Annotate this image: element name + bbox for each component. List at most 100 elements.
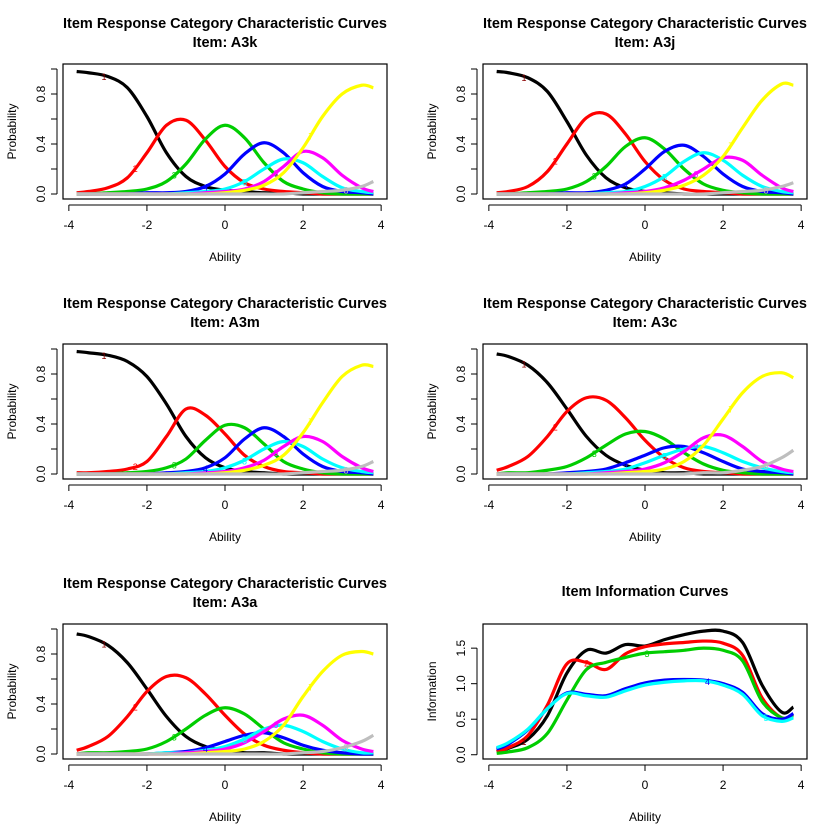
chart-panel: Item Response Category Characteristic Cu… <box>5 576 388 824</box>
curve-label: 1 <box>521 73 526 83</box>
curve-label: 5 <box>242 456 247 466</box>
y-tick-label: 0.4 <box>34 415 48 432</box>
curve-category-2 <box>76 117 374 196</box>
y-axis-label: Probability <box>5 383 19 439</box>
curve-category-1 <box>76 632 374 756</box>
x-tick-label: 4 <box>378 498 385 512</box>
curve-label: 6 <box>273 720 278 730</box>
curve-label: 4 <box>623 459 628 469</box>
curve-label: 2 <box>553 423 558 433</box>
x-tick-label: -4 <box>64 498 75 512</box>
y-axis-label: Information <box>425 661 439 721</box>
curve-label: 2 <box>133 164 138 174</box>
curve-label: 7 <box>308 131 313 141</box>
curve-label: 2 <box>584 658 589 668</box>
y-axis-label: Probability <box>425 103 439 159</box>
y-tick-label: 0.5 <box>454 711 468 728</box>
x-tick-label: -2 <box>142 218 153 232</box>
curve-category-3 <box>496 646 794 755</box>
plot-frame <box>482 343 808 480</box>
x-tick-label: -2 <box>562 778 573 792</box>
x-tick-label: 4 <box>798 218 805 232</box>
curve-label: 1 <box>101 640 106 650</box>
curve-label: 8 <box>764 461 769 471</box>
x-tick-label: -4 <box>484 218 495 232</box>
curve-category-8 <box>76 180 375 196</box>
x-tick-label: 0 <box>222 778 229 792</box>
curve-label: 5 <box>662 451 667 461</box>
plot-frame <box>62 623 388 760</box>
x-tick-label: 2 <box>720 778 727 792</box>
y-tick-label: 0.0 <box>454 185 468 202</box>
x-tick-label: -4 <box>64 218 75 232</box>
y-tick-label: 0.4 <box>34 695 48 712</box>
curve-category-1 <box>76 349 374 476</box>
curve-label: 4 <box>203 183 208 193</box>
curve-label: 3 <box>172 733 177 743</box>
curve-label: 3 <box>592 449 597 459</box>
curve-category-2 <box>496 111 794 196</box>
x-tick-label: 2 <box>300 778 307 792</box>
curve-label: 2 <box>133 462 138 472</box>
chart-title: Item Information Curves <box>562 584 729 600</box>
x-tick-label: -4 <box>64 778 75 792</box>
curve-category-2 <box>76 406 374 476</box>
x-axis-label: Ability <box>209 250 241 264</box>
plot-frame <box>62 63 388 200</box>
curve-label: 3 <box>592 172 597 182</box>
y-tick-label: 0.8 <box>454 365 468 382</box>
plot-frame <box>62 343 388 480</box>
curve-category-7 <box>496 371 795 476</box>
curve-label: 8 <box>344 466 349 476</box>
chart-subtitle: Item: A3j <box>615 35 676 51</box>
y-tick-label: 0.0 <box>34 745 48 762</box>
chart-title: Item Response Category Characteristic Cu… <box>483 16 807 32</box>
curve-label: 8 <box>764 186 769 196</box>
x-tick-label: 2 <box>720 498 727 512</box>
x-tick-label: 0 <box>222 498 229 512</box>
y-tick-label: 0.0 <box>454 465 468 482</box>
chart-panel: Item Response Category Characteristic Cu… <box>425 296 808 544</box>
y-tick-label: 1.5 <box>454 639 468 656</box>
chart-title: Item Response Category Characteristic Cu… <box>63 16 387 32</box>
x-tick-label: 4 <box>798 778 805 792</box>
curve-label: 1 <box>101 72 106 82</box>
y-tick-label: 0.4 <box>454 415 468 432</box>
curve-label: 6 <box>273 169 278 179</box>
curve-category-3 <box>76 123 374 196</box>
y-tick-label: 0.0 <box>34 185 48 202</box>
y-axis-label: Probability <box>425 383 439 439</box>
x-tick-label: 0 <box>642 498 649 512</box>
curve-category-8 <box>76 460 375 476</box>
x-tick-label: 4 <box>378 778 385 792</box>
curve-label: 8 <box>344 743 349 753</box>
curve-label: 4 <box>203 744 208 754</box>
curve-label: 4 <box>705 677 710 687</box>
y-tick-label: 0.8 <box>34 85 48 102</box>
chart-subtitle: Item: A3c <box>613 315 678 331</box>
x-axis-label: Ability <box>629 250 661 264</box>
curve-category-8 <box>76 733 375 756</box>
x-tick-label: 0 <box>222 218 229 232</box>
y-tick-label: 0.0 <box>454 746 468 763</box>
x-tick-label: 2 <box>300 498 307 512</box>
curve-label: 5 <box>242 735 247 745</box>
x-tick-label: -2 <box>142 778 153 792</box>
chart-panel: Item Response Category Characteristic Cu… <box>425 16 808 264</box>
curve-category-7 <box>76 83 374 196</box>
curve-label: 6 <box>693 170 698 180</box>
y-tick-label: 0.0 <box>34 465 48 482</box>
curve-category-3 <box>76 706 374 756</box>
curve-label: 5 <box>662 173 667 183</box>
curve-category-5 <box>496 678 794 750</box>
curve-category-8 <box>496 181 794 196</box>
curve-label: 2 <box>553 157 558 167</box>
curve-category-8 <box>496 448 795 476</box>
chart-panel: Item Response Category Characteristic Cu… <box>5 296 388 544</box>
x-tick-label: 0 <box>642 778 649 792</box>
chart-title: Item Response Category Characteristic Cu… <box>63 576 387 592</box>
chart-panel: Item Response Category Characteristic Cu… <box>5 16 388 264</box>
x-axis-label: Ability <box>629 810 661 824</box>
y-tick-label: 0.4 <box>34 135 48 152</box>
